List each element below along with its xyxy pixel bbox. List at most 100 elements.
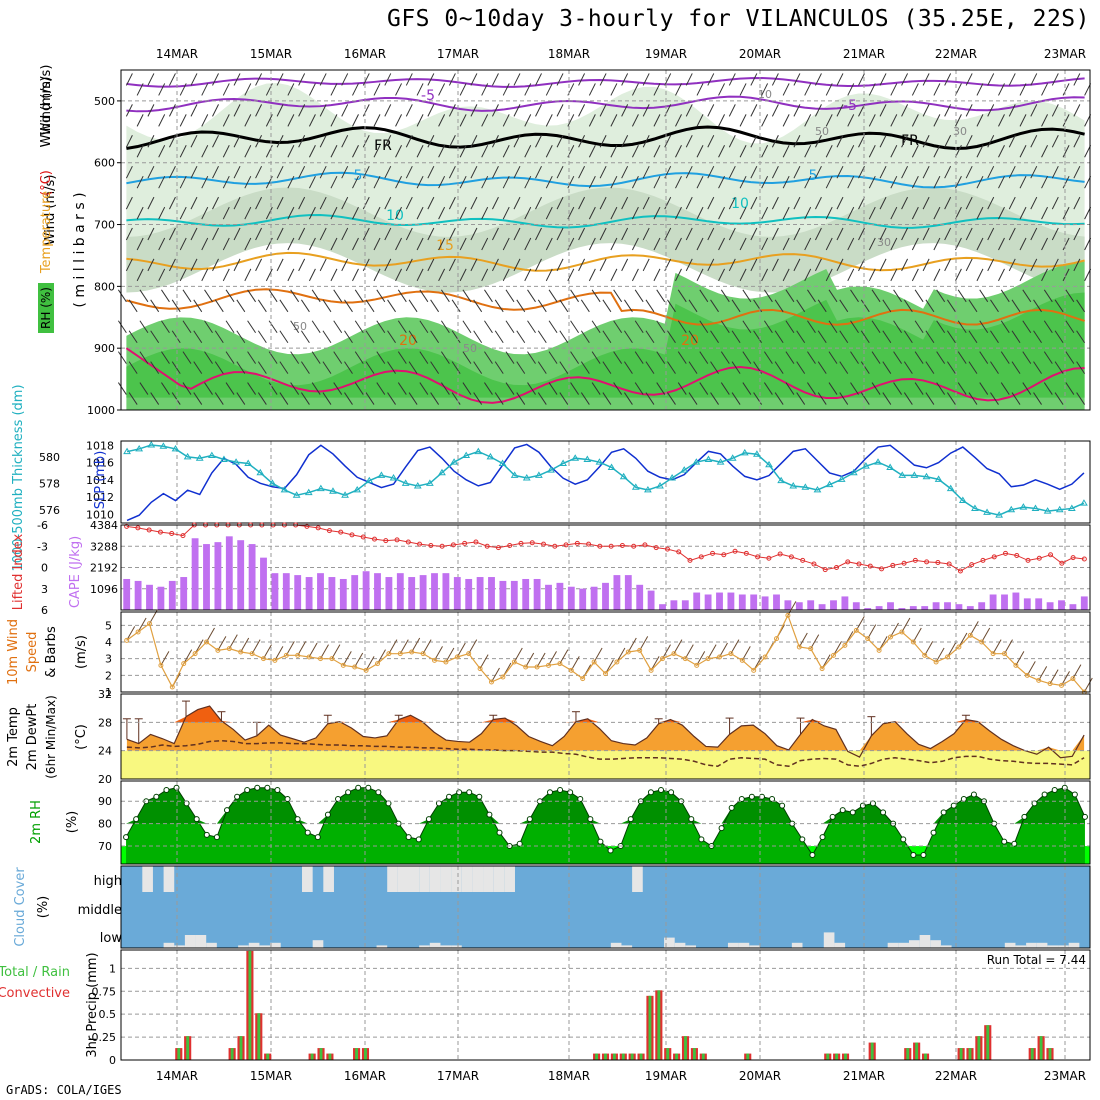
wind-barb	[352, 83, 359, 96]
thickness-marker	[704, 455, 713, 463]
li-marker	[687, 557, 693, 563]
wind-barb	[1030, 258, 1038, 272]
wind-barb	[265, 268, 273, 282]
wind-barb	[624, 392, 633, 405]
cape-bar	[750, 594, 758, 610]
wind-barb	[656, 382, 666, 395]
precip-bar-convective	[248, 950, 252, 1060]
surface-wind-barb	[1004, 639, 1013, 654]
precip-bar-convective	[364, 1048, 367, 1060]
wind-barb	[139, 320, 149, 334]
cloud-level-label: high	[94, 874, 122, 889]
surface-wind-barb	[1083, 677, 1093, 693]
wind-barb	[1000, 320, 1010, 334]
wind-barb	[287, 237, 295, 251]
bottom-date-label: 23MAR	[1044, 1069, 1086, 1083]
wind-barb	[882, 392, 892, 405]
wind-barb	[169, 227, 176, 241]
wind-barb	[720, 289, 730, 303]
wind-barb	[362, 104, 370, 117]
surface-wind-barb	[206, 627, 215, 643]
wind-barb	[613, 289, 623, 303]
cape-bar	[328, 577, 336, 610]
wind-barb	[128, 299, 138, 313]
wind-barb	[524, 145, 532, 158]
wind-barb	[1073, 258, 1081, 272]
isotherm-line	[126, 288, 1085, 326]
cloud-unit-label: (%)	[36, 896, 51, 919]
wind-barb	[535, 196, 542, 210]
precip-total-label: Total / Rain	[0, 965, 70, 980]
wind-barb	[771, 258, 779, 272]
wind-barb	[580, 361, 590, 374]
wind-barb	[222, 268, 230, 282]
cloud-level-label: low	[100, 931, 123, 946]
thickness-marker	[971, 504, 979, 511]
wind-barb	[484, 320, 493, 334]
wind-barb	[979, 382, 989, 395]
wind-tick-label: 1	[105, 686, 112, 699]
wind-barb	[179, 83, 187, 96]
wind-barb	[365, 299, 375, 313]
wind-barb	[362, 227, 370, 241]
cape-bar	[556, 582, 564, 610]
wind-barb	[631, 237, 639, 251]
cape-bar	[157, 586, 165, 610]
wind-barb	[761, 145, 769, 158]
wind-barb	[395, 175, 402, 189]
wind-barb	[750, 104, 758, 117]
wind-barb	[720, 351, 730, 364]
chart-title: GFS 0~10day 3-hourly for VILANCULOS (35.…	[386, 6, 1090, 32]
wind-barb	[459, 114, 467, 127]
wind-barb	[222, 206, 230, 220]
surface-wind-barb	[1049, 669, 1059, 684]
wind-speed-marker	[546, 662, 551, 668]
thickness-marker	[147, 440, 156, 448]
precip-frame	[120, 949, 1091, 1061]
thickness-marker	[183, 452, 192, 460]
thickness-marker	[813, 485, 822, 493]
wind-barb	[298, 135, 306, 148]
wind-barb	[739, 268, 747, 282]
wind-barb	[699, 320, 709, 334]
wind-barb	[373, 175, 381, 189]
wind-barb	[879, 258, 887, 272]
wind-barb	[470, 227, 478, 241]
wind-barb	[492, 104, 499, 117]
wind-barb	[804, 83, 812, 96]
rh-marker	[213, 834, 220, 841]
wind-barb	[965, 135, 973, 148]
wind-barb	[656, 351, 666, 364]
precip-bar-convective	[355, 1048, 359, 1060]
surface-wind-barb	[969, 621, 979, 636]
rh-contour-label: 10	[758, 88, 772, 101]
wind-speed-marker	[124, 637, 130, 643]
wind-barb	[664, 196, 672, 210]
wind-barb	[645, 361, 655, 374]
wind-barb	[470, 165, 478, 179]
wind-barb	[451, 392, 461, 405]
isotherm-label: 15	[436, 238, 454, 254]
rh-marker	[658, 786, 665, 793]
cloud-bg	[121, 866, 1090, 948]
wind-barb	[1030, 227, 1038, 241]
wind-barb	[990, 299, 999, 313]
wind-barb	[793, 73, 801, 86]
wind-barb	[341, 227, 349, 241]
wind-barb	[631, 268, 639, 282]
cape-bar	[590, 586, 598, 610]
wind-barb	[117, 320, 127, 334]
wind-speed-marker	[1047, 681, 1053, 687]
wind-barb	[578, 135, 586, 148]
thickness-marker	[777, 476, 786, 484]
rh-marker	[970, 791, 977, 798]
low-cloud-bar	[163, 942, 175, 948]
wind-barb	[968, 361, 978, 374]
slp-tick-label: 1014	[86, 474, 114, 487]
cape-bar	[419, 575, 427, 610]
wind-barb	[548, 351, 558, 364]
rh-marker	[496, 829, 503, 836]
wind-barb	[117, 382, 127, 395]
slp-tick-label: 1012	[86, 491, 114, 504]
wind-barb	[190, 165, 198, 179]
